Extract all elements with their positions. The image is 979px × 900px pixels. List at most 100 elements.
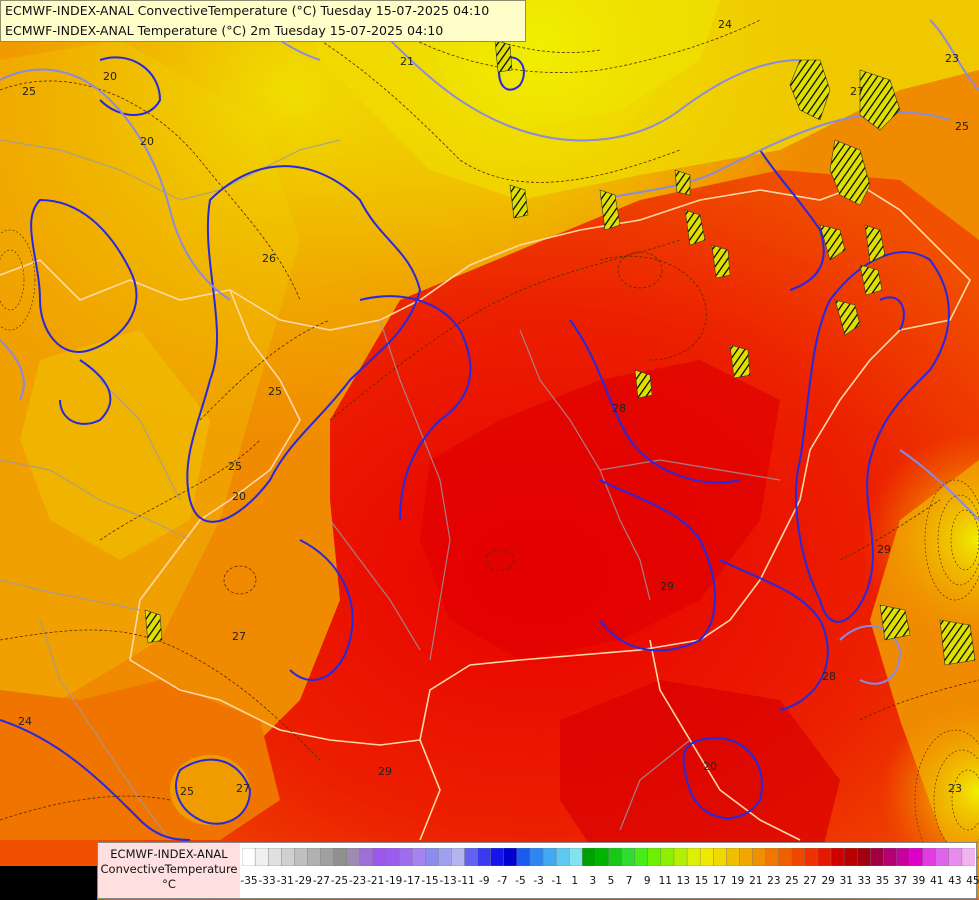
- colorbar-swatch: [411, 848, 426, 866]
- colorbar-swatch: [857, 848, 871, 866]
- colorbar-tick-label: -3: [533, 875, 544, 887]
- colorbar-swatch: [817, 848, 832, 866]
- colorbar-swatch: [660, 848, 675, 866]
- colorbar-swatch: [699, 848, 714, 866]
- colorbar-tick-label: 43: [948, 875, 962, 887]
- contour-label: 23: [945, 52, 959, 65]
- colorbar-tick-label: -29: [294, 875, 312, 887]
- legend-model: ECMWF-INDEX-ANAL: [110, 847, 228, 861]
- colorbar-tick-label: 3: [589, 875, 597, 887]
- colorbar-tick-label: 33: [857, 875, 872, 887]
- legend-unit: °C: [162, 877, 176, 891]
- colorbar-tick-label: -13: [439, 875, 457, 887]
- colorbar-swatch: [555, 848, 570, 866]
- colorbar-ticks: -35 -33 -31 -29 -27 -25 -23 -21 -19 -17 -15 -13 -11-…: [240, 875, 979, 891]
- contour-labels: 25 20 24 25 26 23 25 20 25 20 27 29 27 2…: [18, 18, 969, 798]
- colorbar-tick-label: -21: [367, 875, 385, 887]
- colorbar-tick-label: 37: [893, 875, 908, 887]
- colorbar-swatch: [843, 848, 858, 866]
- colorbar-swatch: [621, 848, 636, 866]
- colorbar-tick-label: 9: [643, 875, 651, 887]
- field-sw-blob: [170, 755, 250, 825]
- colorbar: [242, 848, 975, 866]
- colorbar-tick-label: -35: [240, 875, 258, 887]
- colorbar-tick-label: 19: [730, 875, 745, 887]
- colorbar-tick-label: -7: [497, 875, 508, 887]
- colorbar-tick-label: 25: [785, 875, 799, 887]
- colorbar-swatch: [752, 848, 767, 866]
- colorbar-tick-label: 21: [749, 875, 763, 887]
- contour-label: 28: [822, 670, 836, 683]
- contour-label: 24: [18, 715, 32, 728]
- colorbar-swatch: [516, 848, 531, 866]
- colorbar-tick-label: -17: [403, 875, 421, 887]
- colorbar-swatch: [307, 848, 322, 866]
- colorbar-swatch: [346, 848, 361, 866]
- colorbar-swatch: [870, 848, 884, 866]
- colorbar-swatch: [582, 848, 597, 866]
- colorbar-swatch: [673, 848, 688, 866]
- contour-label: 29: [660, 580, 674, 593]
- colorbar-tick-label: 13: [676, 875, 691, 887]
- colorbar-swatch: [503, 848, 518, 866]
- colorbar-swatch: [961, 848, 975, 866]
- colorbar-swatch: [713, 848, 727, 866]
- contour-label: 26: [262, 252, 276, 265]
- colorbar-tick-label: -1: [551, 875, 562, 887]
- colorbar-tick-label: -23: [349, 875, 367, 887]
- contour-label: 25: [22, 85, 36, 98]
- colorbar-swatch: [477, 848, 492, 866]
- colorbar-swatch: [608, 848, 623, 866]
- colorbar-swatch: [464, 848, 479, 866]
- colorbar-swatch: [254, 848, 269, 866]
- colorbar-tick-label: 15: [694, 875, 709, 887]
- colorbar-swatch: [359, 848, 374, 866]
- colorbar-swatch: [372, 848, 387, 866]
- colorbar-swatch: [451, 848, 466, 866]
- colorbar-swatch: [922, 848, 937, 866]
- colorbar-swatch: [634, 848, 649, 866]
- colorbar-swatch: [595, 848, 610, 866]
- contour-label: 20: [232, 490, 246, 503]
- colorbar-tick-label: 7: [625, 875, 633, 887]
- colorbar-swatch: [320, 848, 335, 866]
- colorbar-swatch: [686, 848, 701, 866]
- contour-label: 20: [703, 760, 717, 773]
- colorbar-swatch: [425, 848, 439, 866]
- contour-label: 23: [948, 782, 962, 795]
- colorbar-tick-label: 29: [821, 875, 835, 887]
- colorbar-swatch: [438, 848, 453, 866]
- colorbar-swatch: [242, 848, 256, 866]
- black-corner: [0, 866, 97, 900]
- colorbar-tick-label: 11: [658, 875, 672, 887]
- colorbar-swatch: [490, 848, 505, 866]
- contour-label: 27: [232, 630, 246, 643]
- colorbar-swatch: [281, 848, 295, 866]
- colorbar-swatch: [398, 848, 413, 866]
- contour-label: 24: [718, 18, 732, 31]
- colorbar-tick-label: 39: [911, 875, 926, 887]
- colorbar-swatch: [765, 848, 780, 866]
- colorbar-tick-label: -31: [276, 875, 294, 887]
- contour-label: 21: [400, 55, 414, 68]
- colorbar-tick-label: -9: [479, 875, 490, 887]
- colorbar-tick-label: 5: [607, 875, 615, 887]
- temp-contours-dark: [0, 56, 950, 841]
- dense-contours-east: [0, 229, 979, 871]
- colorbar-tick-label: -19: [385, 875, 403, 887]
- colorbar-tick-label: 45: [966, 875, 979, 887]
- colorbar-tick-label: 23: [767, 875, 781, 887]
- colorbar-swatch: [333, 848, 348, 866]
- contour-label: 28: [612, 402, 626, 415]
- colorbar-swatch: [294, 848, 309, 866]
- colorbar-swatch: [830, 848, 845, 866]
- colorbar-swatch: [896, 848, 911, 866]
- title-line-convective: ECMWF-INDEX-ANAL ConvectiveTemperature (…: [5, 3, 490, 18]
- contour-label: 25: [268, 385, 282, 398]
- contour-label: 29: [378, 765, 392, 778]
- contour-label: 27: [236, 782, 250, 795]
- colorbar-swatch: [385, 848, 400, 866]
- colorbar-tick-label: -11: [457, 875, 475, 887]
- colorbar-swatch: [267, 848, 282, 866]
